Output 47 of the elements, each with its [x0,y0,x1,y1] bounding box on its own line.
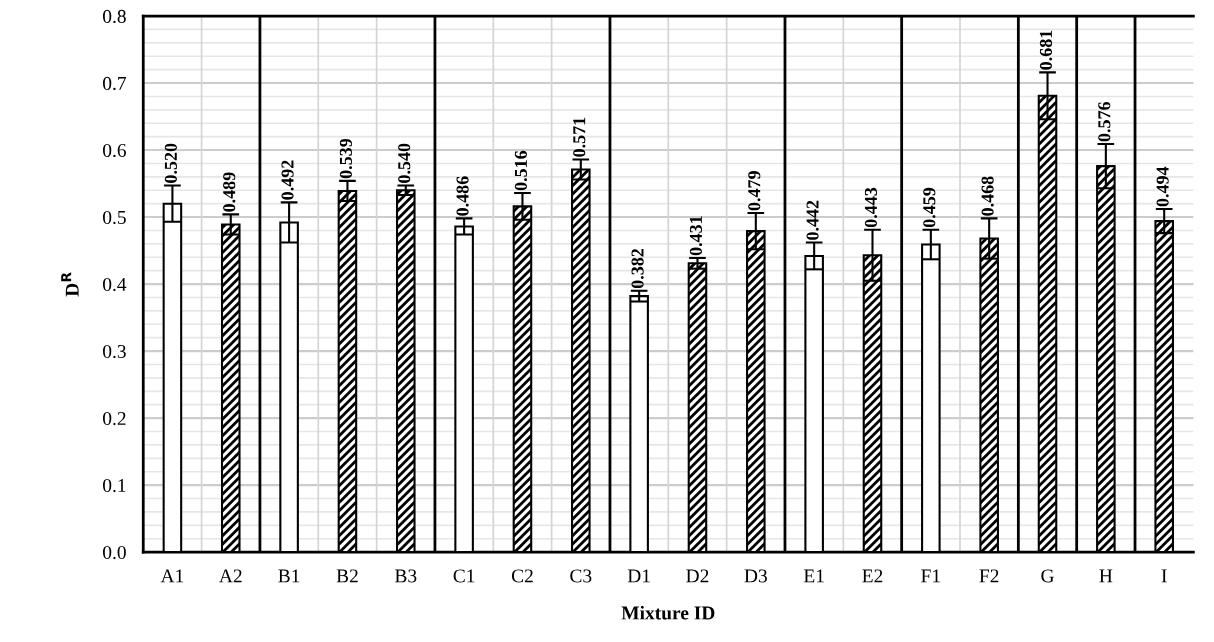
y-axis-title: D$^{R}$ [61,272,79,297]
x-tick-label: E2 [862,569,883,583]
x-tick-label: C1 [453,569,475,583]
x-tick-label: B3 [394,569,417,583]
data-label: 0.489 [223,172,236,212]
x-tick-label: H [1099,569,1113,583]
data-label: 0.520 [164,143,178,183]
x-tick-label: F2 [979,569,999,583]
x-axis-title: Mixture ID [621,605,715,620]
x-tick-label: A2 [219,569,242,583]
data-label: 0.571 [573,117,586,157]
data-label: 0.382 [631,248,644,289]
data-label: 0.442 [806,200,819,240]
data-label: 0.494 [1156,166,1169,207]
x-tick-label: D3 [744,569,767,583]
x-tick-label: B1 [278,569,300,583]
x-tick-label: A1 [160,569,184,583]
data-label: 0.479 [748,171,761,211]
y-tick-label: 0.8 [103,9,126,24]
x-tick-label: F1 [921,569,940,583]
data-label: 0.468 [981,176,994,216]
x-tick-label: D2 [686,569,709,583]
y-tick-label: 0.5 [103,210,126,225]
data-label: 0.492 [281,160,294,200]
y-tick-label: 0.4 [103,277,127,292]
x-tick-label: B2 [336,569,358,583]
y-tick-label: 0.6 [103,143,127,158]
data-label: 0.486 [456,176,469,216]
data-label: 0.459 [923,187,936,228]
y-tick-label: 0.1 [103,478,126,493]
x-tick-label: E1 [803,569,824,583]
x-tick-label: C3 [570,569,592,583]
x-tick-label: D1 [627,569,650,583]
data-label: 0.431 [689,216,703,256]
data-label: 0.540 [398,143,411,183]
y-tick-label: 0.3 [103,344,126,359]
y-tick-label: 0.7 [103,76,127,91]
data-label: 0.681 [1039,30,1053,70]
x-tick-label: G [1041,569,1054,583]
data-label: 0.539 [339,138,353,179]
data-label: 0.443 [864,187,878,228]
y-tick-label: 0.2 [103,411,126,426]
data-label: 0.576 [1098,101,1111,142]
x-tick-label: C2 [511,569,533,583]
y-tick-label: 0.0 [103,545,126,560]
x-tick-label: I [1161,569,1167,583]
data-label: 0.516 [514,150,528,191]
